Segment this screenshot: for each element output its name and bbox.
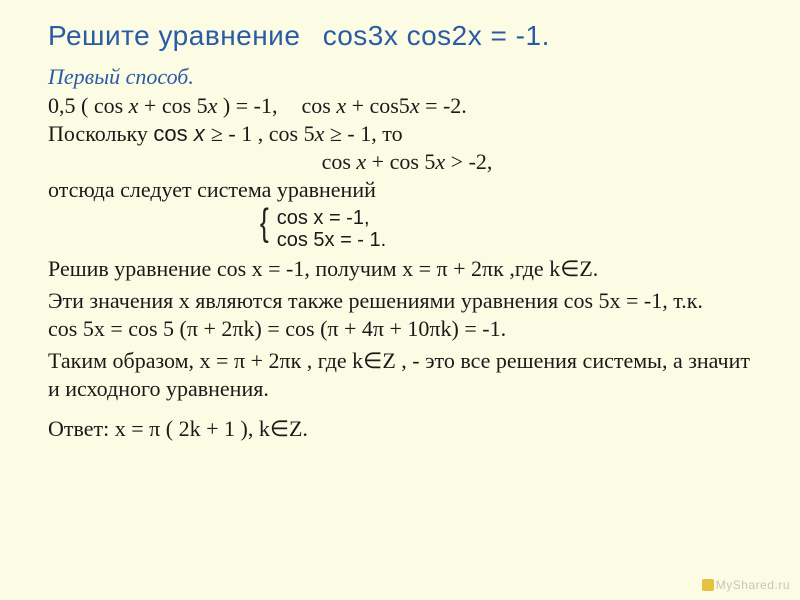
t: = -2. <box>420 93 467 118</box>
equation-system: { cos x = -1, cos 5x = - 1. <box>258 207 766 251</box>
system-line-2: cos 5x = - 1. <box>277 229 387 251</box>
var: x <box>410 93 420 118</box>
line-4: отсюда следует система уравнений <box>48 176 766 204</box>
var: x <box>356 149 366 174</box>
var: x <box>435 149 445 174</box>
watermark-suffix: .ru <box>774 578 790 592</box>
t: ≥ - 1 , cos 5 <box>211 121 315 146</box>
line-2: Поскольку cos х ≥ - 1 , cos 5x ≥ - 1, то <box>48 120 766 148</box>
answer-line: Ответ: х = π ( 2k + 1 ), k∈Z. <box>48 415 766 443</box>
slide-container: Решите уравнение cos3x cos2x = -1. Первы… <box>0 0 800 600</box>
paragraph-4: Таким образом, х = π + 2πк , где k∈Z , -… <box>48 347 766 403</box>
t: + cos5 <box>346 93 410 118</box>
var: x <box>336 93 346 118</box>
t: Поскольку <box>48 121 153 146</box>
title-equation: cos3x cos2x = -1. <box>323 20 550 51</box>
t: cos <box>322 149 357 174</box>
watermark-text: MyShared <box>716 578 775 592</box>
t: > -2, <box>445 149 492 174</box>
watermark-logo-icon <box>702 579 714 591</box>
t: cos <box>153 121 193 146</box>
system-lines: cos x = -1, cos 5x = - 1. <box>277 207 387 251</box>
var: х <box>194 121 211 146</box>
paragraph-1: Решив уравнение cos х = -1, получим х = … <box>48 255 766 283</box>
t: 0,5 ( cos <box>48 93 129 118</box>
page-title: Решите уравнение cos3x cos2x = -1. <box>48 20 766 52</box>
t: ≥ - 1, то <box>324 121 402 146</box>
var: x <box>315 121 325 146</box>
line-3: cos x + cos 5x > -2, <box>48 148 766 176</box>
line-1: 0,5 ( cos x + cos 5x ) = -1,cos x + cos5… <box>48 92 766 120</box>
brace-icon: { <box>260 204 269 242</box>
paragraph-2: Эти значения х являются также решениями … <box>48 287 766 315</box>
system-line-1: cos x = -1, <box>277 207 387 229</box>
t: cos <box>301 93 336 118</box>
var: x <box>129 93 139 118</box>
title-prefix: Решите уравнение <box>48 20 300 51</box>
watermark: MyShared.ru <box>702 578 790 592</box>
paragraph-3: cos 5х = cos 5 (π + 2πk) = cos (π + 4π +… <box>48 315 766 343</box>
t: + cos 5 <box>138 93 207 118</box>
t: ) = -1, <box>217 93 277 118</box>
t: + cos 5 <box>366 149 435 174</box>
subtitle: Первый способ. <box>48 64 766 90</box>
var: x <box>208 93 218 118</box>
